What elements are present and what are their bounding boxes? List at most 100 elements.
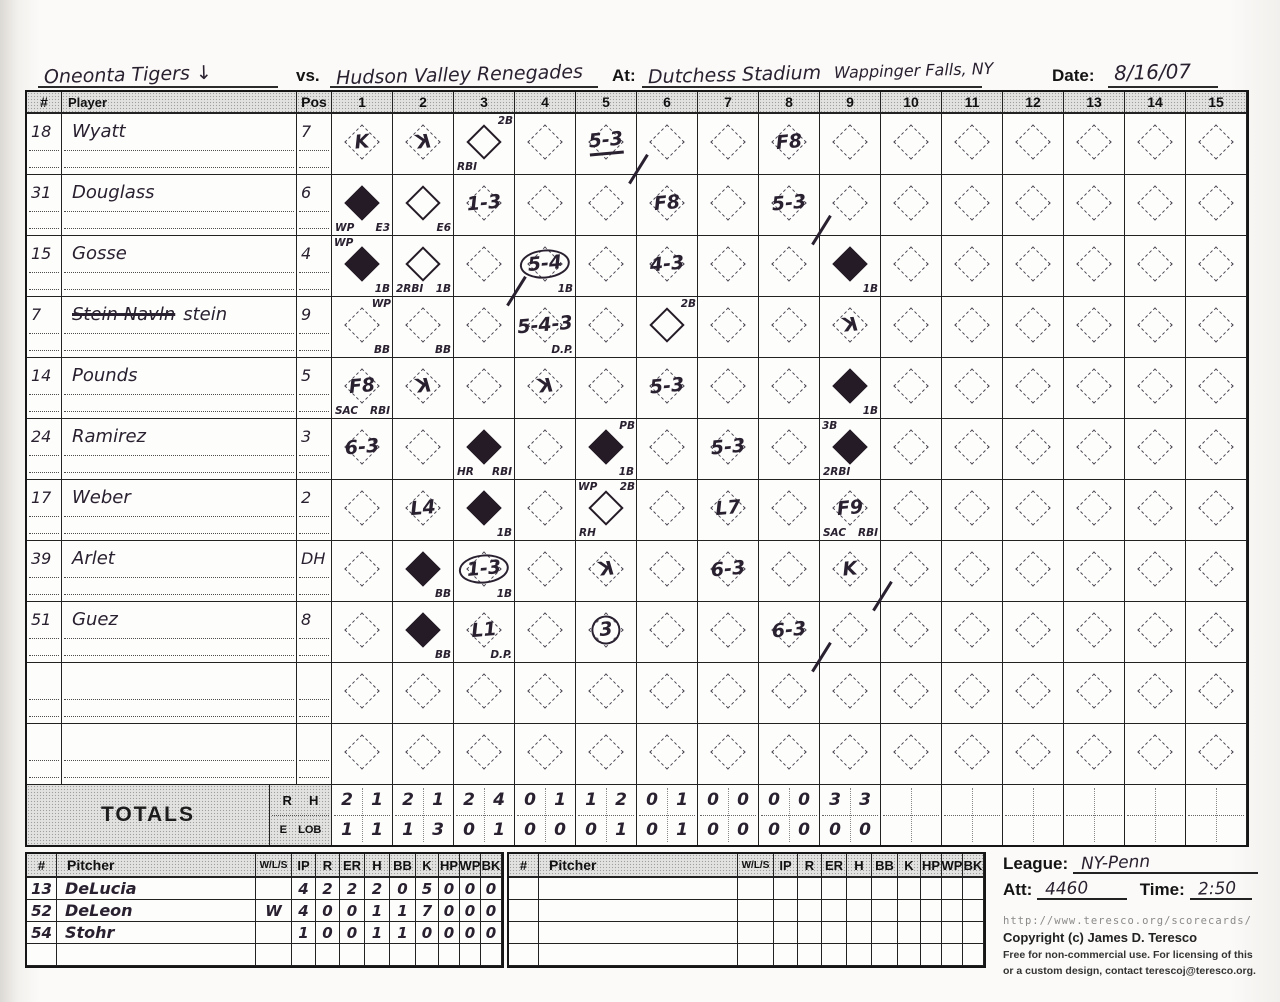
scoring-mark: 6-3 [771, 618, 807, 643]
pitcher-ip [774, 900, 798, 922]
annotation-bottom-right: 1B [558, 283, 573, 295]
pitcher-wp: 0 [460, 878, 481, 900]
diamond-icon [1198, 246, 1233, 281]
att-label: Att: [1003, 880, 1032, 899]
totals-h-label: H [309, 793, 318, 808]
player-name-value: Wyatt [72, 121, 126, 142]
player-name-value: Ramirez [72, 426, 146, 447]
total-hits: 1 [423, 785, 453, 815]
at-label: At: [612, 66, 636, 86]
pitcher-name [539, 878, 738, 900]
annotation-bottom-left: RBI [457, 161, 477, 173]
scoring-cell [1186, 358, 1247, 419]
diamond-icon [893, 429, 928, 464]
player-number-value: 31 [31, 183, 51, 202]
player-name-value: Weber [72, 487, 131, 508]
diamond-icon [954, 734, 989, 769]
pitcher-k-value: 7 [422, 902, 432, 920]
pitcher-er: 0 [340, 900, 365, 922]
scoring-mark: 4-3 [649, 252, 685, 277]
total-lob: 0 [850, 815, 880, 845]
pitcher-name: Stohr [57, 922, 256, 944]
scoring-cell [942, 175, 1003, 236]
pitcher-num: 52 [27, 900, 57, 922]
diamond-icon [649, 673, 684, 708]
annotation-bottom-right: 1B [497, 588, 512, 600]
pitcher-wp-value: 0 [465, 880, 475, 898]
scoring-cell: 5-3 [698, 419, 759, 480]
scoring-cell [1003, 480, 1064, 541]
diamond-icon [1198, 185, 1233, 220]
annotation-top-right: 2B [498, 115, 513, 127]
pitcher-ip: 1 [292, 922, 316, 944]
scoring-cell [1003, 541, 1064, 602]
scoring-cell: 1-3 [454, 175, 515, 236]
pitcher-num-value: 54 [31, 924, 52, 942]
player-number-value: 15 [31, 244, 51, 263]
scoring-cell [820, 724, 881, 785]
player-number [27, 663, 62, 724]
scoring-cell [881, 480, 942, 541]
totals-lob-label: LOB [298, 824, 321, 836]
pitcher-hp-value: 0 [444, 880, 454, 898]
copyright-text: Copyright (c) James D. Teresco [1003, 930, 1273, 945]
scoring-cell: BB [393, 541, 454, 602]
scoring-cell [1186, 297, 1247, 358]
diamond-run-scored [405, 551, 440, 586]
pitcher-wp: 0 [460, 922, 481, 944]
pitcher-wp-value: 0 [465, 924, 475, 942]
diamond-icon [1198, 551, 1233, 586]
col-header-inning-5: 5 [576, 92, 637, 114]
pitcher-col-header-h: H [847, 854, 872, 878]
scoring-cell [881, 114, 942, 175]
scoring-cell [820, 602, 881, 663]
col-header-inning-11: 11 [942, 92, 1003, 114]
scoring-cell [1064, 541, 1125, 602]
pitcher-ip [774, 878, 798, 900]
total-errors: 1 [332, 815, 362, 845]
home-team-name: Oneonta Tigers ↓ [44, 62, 212, 88]
annotation-bottom-left: 2RBI [396, 283, 423, 295]
diamond-icon [1076, 551, 1111, 586]
scoring-grid: #PlayerPos12345678910111213141518Wyatt7K… [27, 92, 1247, 785]
player-position: 3 [297, 419, 332, 480]
pitcher-k-value: 0 [422, 924, 432, 942]
pitcher-hp: 0 [439, 878, 460, 900]
scoring-cell [942, 358, 1003, 419]
pitcher-col-header-er: ER [822, 854, 847, 878]
player-name: Pounds [62, 358, 297, 419]
scoring-cell [942, 236, 1003, 297]
diamond-icon [1198, 124, 1233, 159]
diamond-icon [954, 246, 989, 281]
scoring-cell: F8SACRBI [332, 358, 393, 419]
scoring-cell [1064, 602, 1125, 663]
diamond-icon [466, 673, 501, 708]
pitcher-er [822, 944, 847, 966]
pitcher-r-value: 0 [322, 902, 332, 920]
diamond-icon [649, 734, 684, 769]
annotation-bottom-right: E6 [437, 222, 451, 234]
scoring-mark: K [537, 375, 554, 398]
pitcher-r: 2 [316, 878, 340, 900]
scoring-cell: 2B RBI [454, 114, 515, 175]
pitcher-num [27, 944, 57, 966]
player-position-value: 7 [301, 122, 311, 141]
annotation-bottom-right: 1B [497, 527, 512, 539]
scoring-mark: F9 [836, 496, 864, 520]
pitcher-h [847, 878, 872, 900]
player-position-value: DH [301, 549, 325, 568]
pitcher-wp [942, 900, 963, 922]
diamond-icon [1198, 673, 1233, 708]
total-errors: 0 [820, 815, 850, 845]
pitcher-bk: 0 [481, 922, 502, 944]
pitcher-wp-value: 0 [465, 902, 475, 920]
diamond-icon [1137, 734, 1172, 769]
player-name: Wyatt [62, 114, 297, 175]
pitcher-bk: 0 [481, 900, 502, 922]
col-header-number: # [27, 92, 62, 114]
diamond-icon [1076, 490, 1111, 525]
pitcher-wls: W [256, 900, 292, 922]
pitcher-num [509, 900, 539, 922]
diamond-icon [893, 368, 928, 403]
total-hits: 1 [545, 785, 575, 815]
